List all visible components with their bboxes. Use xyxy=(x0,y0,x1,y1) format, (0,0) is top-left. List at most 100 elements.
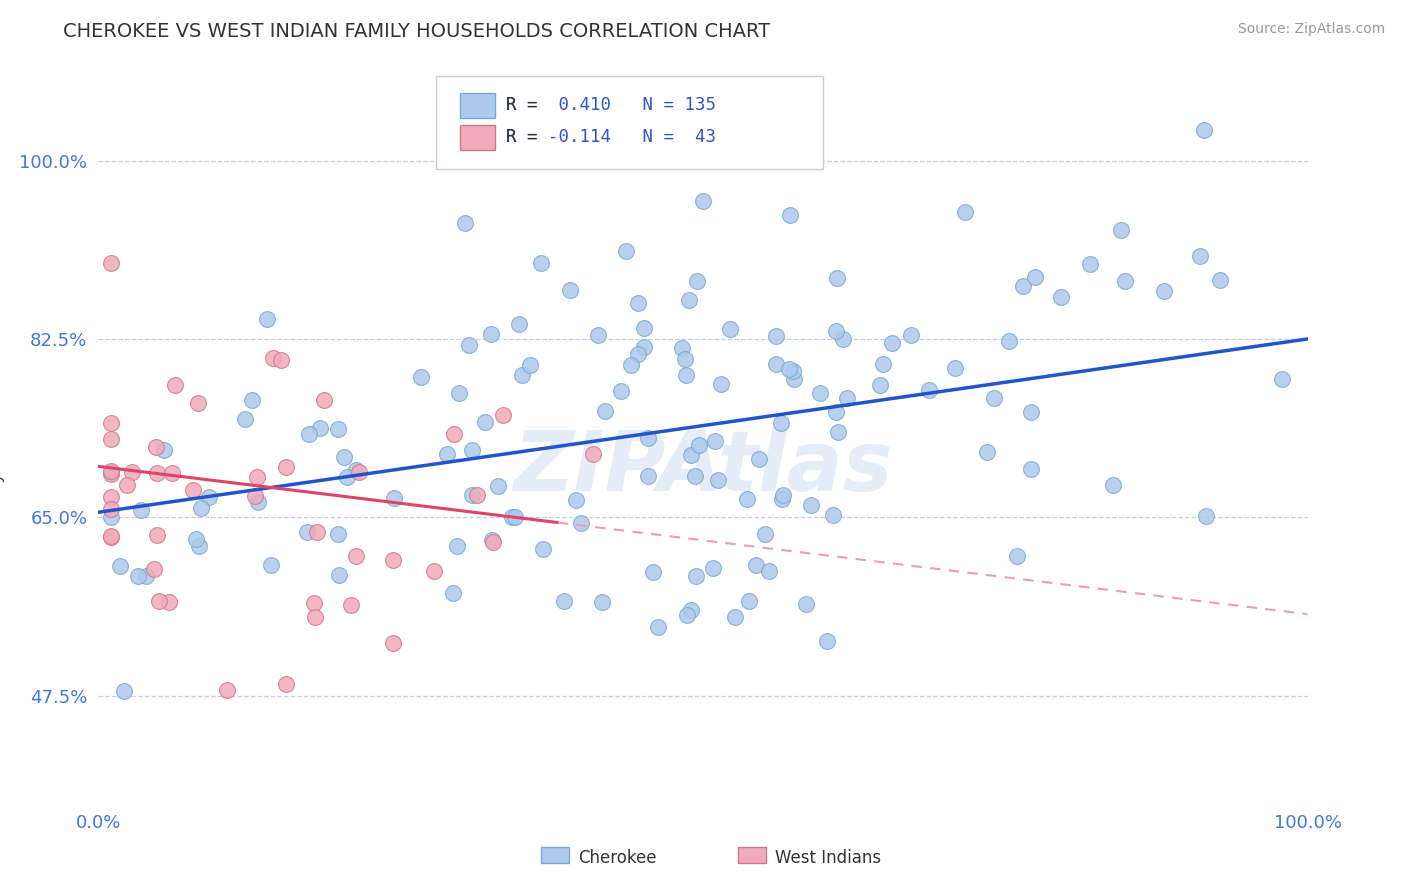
Point xyxy=(152,443,174,458)
Point xyxy=(683,469,706,483)
Point xyxy=(953,205,976,219)
Point xyxy=(146,527,169,541)
Text: R =: R = xyxy=(506,128,537,146)
Point xyxy=(673,351,696,366)
Point xyxy=(503,509,526,524)
Point xyxy=(794,597,817,611)
Point xyxy=(246,470,269,484)
Point xyxy=(121,465,143,479)
Point xyxy=(808,385,831,400)
Text: CHEROKEE VS WEST INDIAN FAMILY HOUSEHOLDS CORRELATION CHART: CHEROKEE VS WEST INDIAN FAMILY HOUSEHOLD… xyxy=(63,22,770,41)
Point xyxy=(943,361,966,376)
Point xyxy=(160,466,183,480)
Point xyxy=(882,335,904,350)
Point xyxy=(560,283,582,297)
Point xyxy=(326,422,349,436)
Point xyxy=(446,539,468,553)
Point xyxy=(256,311,278,326)
Point xyxy=(148,594,170,608)
Point xyxy=(457,337,479,351)
Point xyxy=(610,384,633,398)
Point xyxy=(436,447,458,461)
Point xyxy=(633,340,655,354)
Point xyxy=(1195,509,1218,524)
Point xyxy=(688,437,710,451)
Point xyxy=(1007,549,1029,563)
Point xyxy=(769,416,792,430)
Point xyxy=(127,569,149,583)
Point xyxy=(454,216,477,230)
Point xyxy=(1209,273,1232,287)
Point xyxy=(782,364,804,378)
Point xyxy=(983,391,1005,405)
Point xyxy=(832,332,855,346)
Point xyxy=(637,468,659,483)
Point xyxy=(270,352,292,367)
Point xyxy=(443,426,465,441)
Point xyxy=(479,326,502,341)
Point xyxy=(823,508,845,522)
Point xyxy=(815,634,838,648)
Point xyxy=(326,526,349,541)
Point xyxy=(117,478,139,492)
Point xyxy=(441,586,464,600)
Point xyxy=(1078,257,1101,271)
Point xyxy=(519,358,541,372)
Point xyxy=(591,595,613,609)
Point xyxy=(508,317,530,331)
Point xyxy=(758,565,780,579)
Point xyxy=(707,473,730,487)
Point xyxy=(614,244,637,259)
Point xyxy=(565,492,588,507)
Point xyxy=(633,321,655,335)
Point xyxy=(304,610,326,624)
Point xyxy=(1192,123,1215,137)
Point xyxy=(718,322,741,336)
Point xyxy=(692,194,714,209)
Point xyxy=(530,256,553,270)
Point xyxy=(765,357,787,371)
Text: Source: ZipAtlas.com: Source: ZipAtlas.com xyxy=(1237,22,1385,37)
Point xyxy=(461,442,484,457)
Point xyxy=(247,495,270,509)
Point xyxy=(976,445,998,459)
Point xyxy=(481,533,503,548)
Point xyxy=(782,372,804,386)
Point xyxy=(423,565,446,579)
Point xyxy=(157,595,180,609)
Point xyxy=(620,359,643,373)
Point xyxy=(686,274,709,288)
Point xyxy=(827,425,849,440)
Point xyxy=(243,489,266,503)
Point xyxy=(100,432,122,446)
Point xyxy=(869,378,891,392)
Point xyxy=(627,347,650,361)
Point xyxy=(512,368,534,382)
Point xyxy=(347,465,370,479)
Point xyxy=(593,403,616,417)
Point xyxy=(641,566,664,580)
Point xyxy=(765,329,787,343)
Point xyxy=(918,383,941,397)
Point xyxy=(824,405,846,419)
Point xyxy=(382,553,405,567)
Point xyxy=(100,465,122,479)
Point xyxy=(772,487,794,501)
Point xyxy=(384,491,406,505)
Point xyxy=(262,351,284,366)
Point xyxy=(685,569,707,583)
Point xyxy=(461,488,484,502)
Point xyxy=(308,421,330,435)
Point xyxy=(703,434,725,449)
Point xyxy=(297,525,319,540)
Point xyxy=(145,441,167,455)
Point xyxy=(131,503,153,517)
Point xyxy=(1153,284,1175,298)
Point xyxy=(825,324,848,338)
Point xyxy=(344,463,367,477)
Point xyxy=(676,607,699,622)
Point xyxy=(328,568,350,582)
Point xyxy=(474,415,496,429)
Point xyxy=(100,490,122,504)
Point xyxy=(181,483,204,497)
